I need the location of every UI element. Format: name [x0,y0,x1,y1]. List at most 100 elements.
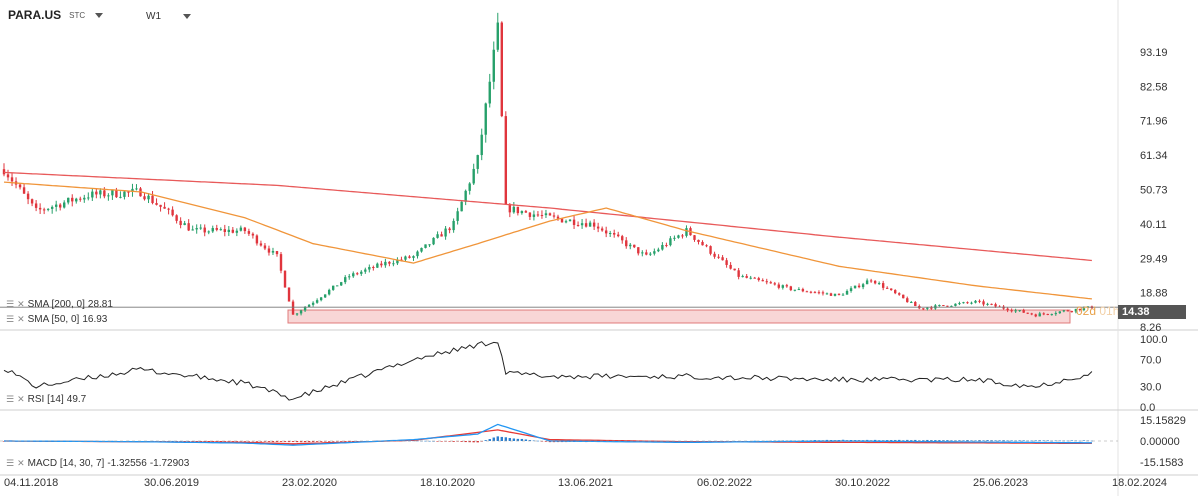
candle-body [327,289,331,295]
macd-hist-bar [970,440,973,442]
symbol-suffix: STC [69,10,86,20]
indicator-sma200[interactable]: ☰ ✕ SMA [200, 0] 28.81 [6,299,113,310]
sma50-line[interactable] [3,181,1092,300]
candle-body [299,310,303,314]
macd-hist-bar [468,441,471,443]
macd-hist-bar [307,441,311,443]
macd-hist-bar [1002,440,1005,441]
candle-body [364,269,367,272]
candle-body [621,236,624,241]
candle-body [1062,310,1066,312]
macd-hist-bar [460,441,463,442]
macd-hist-bar [448,441,451,442]
candle-body [91,191,94,198]
candle-body [938,305,941,307]
candle-body [163,206,166,209]
macd-hist-bar [207,441,210,442]
candle-body [761,280,764,282]
candle-body [560,218,564,223]
indicator-macd[interactable]: ☰ ✕ MACD [14, 30, 7] -1.32556 -1.72903 [6,458,189,469]
candle-body [532,214,536,217]
macd-hist-bar [283,441,287,442]
candle-body [396,259,399,264]
candle-body [195,228,198,230]
candle-body [147,195,150,200]
candle-body [26,193,30,200]
candle-body [392,263,395,265]
macd-tick-label: 15.15829 [1140,415,1186,427]
candle-body [344,277,347,283]
menu-icon[interactable]: ☰ [6,299,15,309]
candle-body [741,276,744,278]
close-icon[interactable]: ✕ [17,314,25,324]
close-icon[interactable]: ✕ [17,394,25,404]
candle-body [464,190,467,202]
macd-hist-bar [295,441,299,443]
candle-body [235,230,239,233]
y-tick-label: 29.49 [1140,253,1168,265]
candle-body [315,300,319,303]
bar-countdown: 02d 01h [1076,304,1119,318]
candle-body [6,174,10,178]
rsi-line[interactable] [3,341,1093,401]
candle-body [500,22,503,117]
timeframe-selector[interactable]: W1 [146,11,191,22]
menu-icon[interactable]: ☰ [6,458,15,468]
sma50-label: SMA [50, 0] [27,314,80,325]
candle-body [773,283,776,285]
candle-body [568,219,572,222]
candle-body [504,116,508,205]
macd-hist-bar [219,441,222,442]
menu-icon[interactable]: ☰ [6,394,15,404]
candle-body [496,22,499,50]
macd-hist-bar [1030,440,1033,442]
sma200-value: 28.81 [87,299,113,310]
candle-body [444,228,447,237]
macd-hist-bar [942,440,945,441]
macd-hist-bar [894,439,897,441]
close-icon[interactable]: ✕ [17,458,25,468]
macd-hist-bar [809,440,813,441]
macd-hist-bar [934,440,937,441]
macd-hist-bar [528,440,532,441]
candle-body [46,208,50,210]
indicator-rsi[interactable]: ☰ ✕ RSI [14] 49.7 [6,394,86,405]
candle-body [910,302,913,304]
indicator-sma50[interactable]: ☰ ✕ SMA [50, 0] 16.93 [6,314,107,325]
candle-body [733,268,736,271]
sma200-line[interactable] [3,171,1092,262]
candle-body [38,207,42,210]
candle-body [211,228,214,232]
symbol-selector[interactable]: PARA.US STC [8,8,104,22]
candle-body [352,273,355,277]
candle-body [837,293,841,295]
candle-body [1070,311,1074,313]
macd-hist-bar [938,440,941,441]
candle-body [1050,314,1053,316]
close-icon[interactable]: ✕ [17,299,25,309]
candle-body [745,276,748,278]
candle-body [540,215,544,217]
candle-body [713,253,716,257]
candle-body [456,211,459,221]
support-zone[interactable] [287,309,1071,324]
macd-hist-bar [1006,440,1009,442]
candle-body [452,220,455,231]
macd-hist-bar [1058,440,1062,442]
candle-body [641,252,644,254]
macd-hist-bar [910,440,913,441]
macd-hist-bar [255,441,259,442]
macd-hist-bar [946,440,949,441]
candle-body [488,81,491,104]
macd-hist-bar [183,441,186,442]
macd-line[interactable] [4,423,1092,446]
macd-hist-bar [524,439,528,441]
candle-body [749,277,752,279]
x-tick-label: 04.11.2018 [4,477,58,489]
macd-hist-bar [488,439,491,441]
menu-icon[interactable]: ☰ [6,314,15,324]
macd-hist-bar [1046,440,1049,442]
candle-body [765,281,768,283]
